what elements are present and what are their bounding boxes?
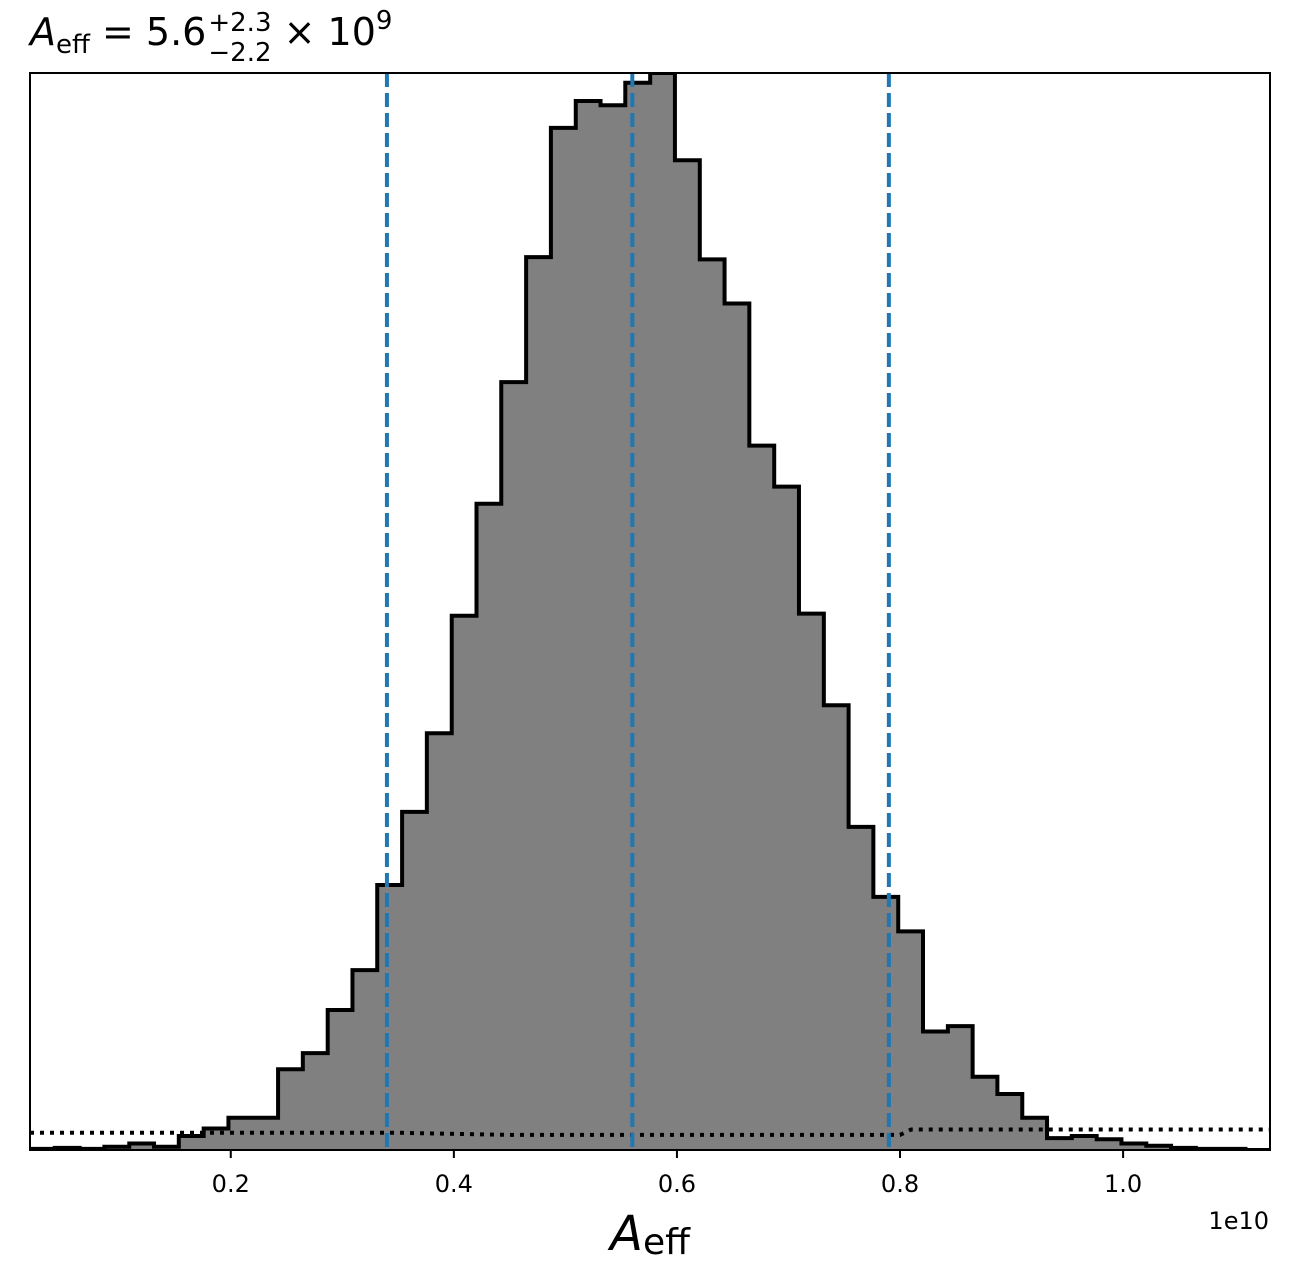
x-tick-label: 0.8 [881, 1170, 919, 1198]
histogram-bar [352, 970, 378, 1150]
histogram-bar [426, 733, 453, 1150]
histogram-bar [774, 486, 800, 1150]
histogram-bar [898, 931, 924, 1150]
histogram-bar [1146, 1145, 1172, 1150]
histogram-bar [873, 896, 899, 1150]
histogram-bar [1047, 1138, 1073, 1150]
histogram-bar [848, 826, 874, 1150]
histogram-bar [129, 1143, 155, 1150]
histogram-bar [972, 1076, 998, 1150]
title-exponent: 9 [376, 6, 393, 36]
histogram-bar [178, 1136, 205, 1150]
histogram-bar [327, 1009, 354, 1150]
histogram-bar [1071, 1136, 1098, 1150]
histogram-bar [402, 811, 428, 1150]
histogram-bar [253, 1117, 279, 1150]
histogram-bar [1096, 1139, 1123, 1150]
chart-title: Aeff = 5.6+2.3 −2.2 × 109 [27, 6, 392, 68]
histogram-bar [674, 160, 701, 1150]
histogram-bar [1022, 1117, 1048, 1150]
histogram-bar [575, 101, 602, 1150]
x-axis-label-variable: A [607, 1206, 643, 1262]
title-variable: A [27, 10, 56, 54]
histogram-bar [798, 613, 825, 1150]
histogram-bar [600, 105, 626, 1150]
histogram-bar [203, 1128, 230, 1150]
histogram-bar [278, 1069, 304, 1150]
x-tick-label: 1.0 [1104, 1170, 1142, 1198]
histogram-bar [625, 82, 651, 1150]
title-upper-error: +2.3 [208, 8, 271, 38]
histogram-bar [699, 259, 726, 1150]
histogram-outline [30, 73, 1270, 1150]
histogram-bar [501, 382, 527, 1150]
prior-line [30, 1127, 1270, 1137]
title-times: × 10 [272, 10, 376, 54]
axes-frame [29, 72, 1271, 1151]
histogram-bar [724, 303, 750, 1150]
histogram-bar [823, 705, 850, 1150]
histogram-bar [451, 615, 478, 1150]
title-value: = 5.6 [90, 10, 206, 54]
histogram-bar [377, 885, 403, 1150]
histogram-bar [923, 1031, 949, 1150]
x-axis-offset-label: 1e10 [1208, 1207, 1269, 1235]
histogram-bar [476, 503, 502, 1150]
histogram-bar [650, 73, 676, 1150]
x-axis-label: Aeff [607, 1206, 691, 1263]
x-axis-label-subscript: eff [643, 1222, 691, 1263]
title-lower-error: −2.2 [208, 38, 271, 68]
x-tick-label: 0.6 [658, 1170, 696, 1198]
x-axis: 0.2 0.4 0.6 0.8 1.0 [212, 1150, 1142, 1198]
histogram-bar [526, 257, 552, 1150]
histogram-bar [550, 127, 577, 1150]
histogram-bar [749, 445, 775, 1150]
histogram-bar [997, 1094, 1023, 1150]
title-variable-subscript: eff [56, 30, 91, 60]
x-tick-label: 0.4 [435, 1170, 473, 1198]
plot-area [30, 73, 1270, 1150]
histogram-bar [302, 1053, 329, 1150]
histogram-bar [1121, 1143, 1147, 1150]
x-tick-label: 0.2 [212, 1170, 250, 1198]
